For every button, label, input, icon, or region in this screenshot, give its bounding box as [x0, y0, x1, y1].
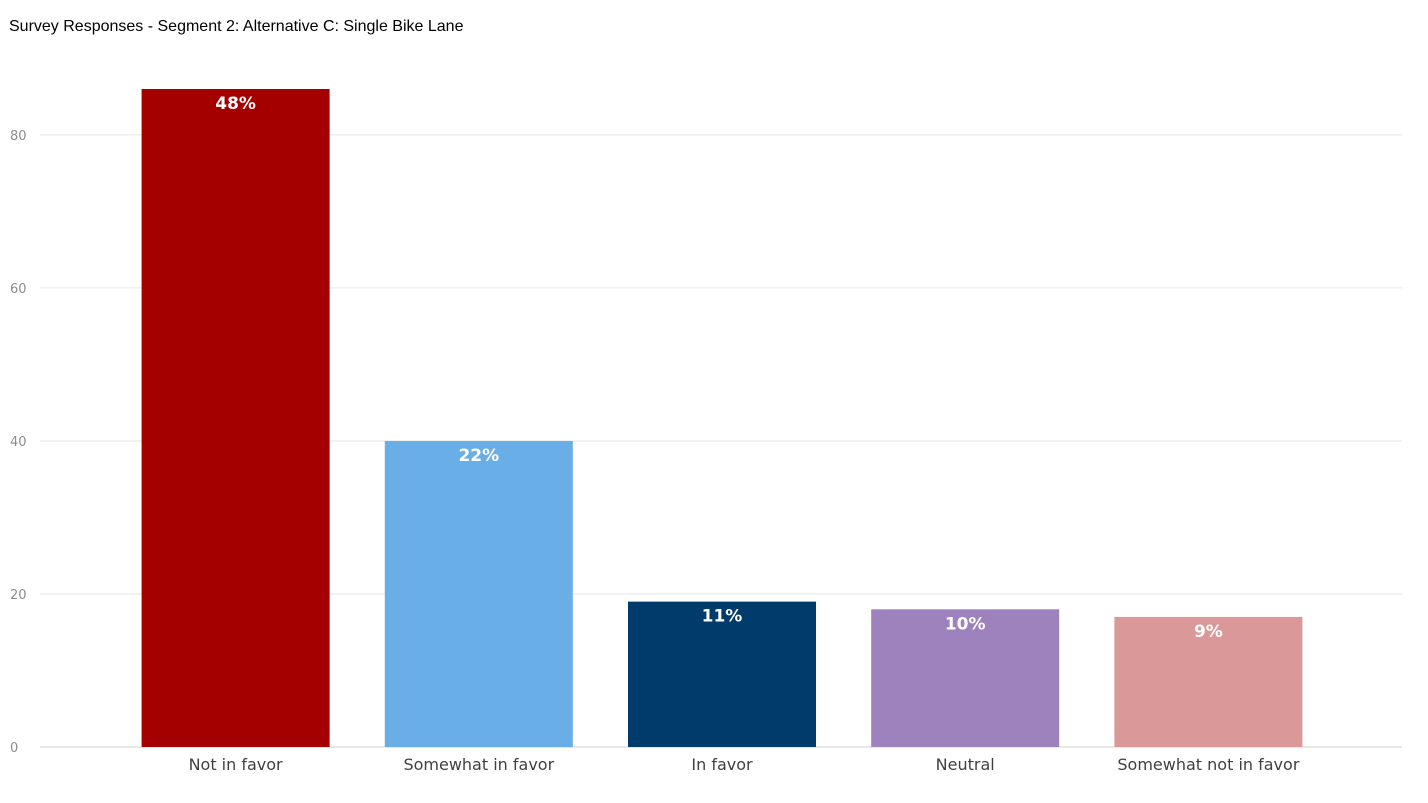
category-label: Not in favor — [189, 755, 283, 774]
y-tick-label: 0 — [10, 741, 18, 756]
bar — [628, 601, 816, 747]
data-labels: 48% 22% 11% 10% 9% — [215, 94, 1223, 642]
category-label: Somewhat not in favor — [1117, 755, 1299, 774]
bar-data-label: 22% — [458, 446, 499, 466]
y-tick-label: 60 — [10, 282, 27, 297]
bar-data-label: 48% — [215, 94, 256, 114]
bar-data-label: 9% — [1194, 622, 1223, 642]
bar — [1114, 616, 1303, 747]
bar-data-label: 10% — [945, 614, 986, 634]
category-label: Neutral — [936, 755, 995, 774]
y-axis-ticks: 0 20 40 60 80 — [10, 129, 27, 756]
bar-data-label: 11% — [702, 607, 743, 627]
category-label: Somewhat in favor — [403, 755, 554, 774]
x-axis-categories: Not in favor Somewhat in favor In favor Neu… — [189, 755, 1300, 774]
bar — [141, 89, 330, 747]
bar — [384, 440, 573, 747]
category-label: In favor — [691, 755, 753, 774]
y-tick-label: 80 — [10, 129, 27, 144]
chart-title: Survey Responses - Segment 2: Alternativ… — [9, 18, 464, 35]
y-tick-label: 40 — [10, 435, 27, 450]
bar — [871, 609, 1060, 747]
y-tick-label: 20 — [10, 588, 27, 603]
bars — [141, 89, 1303, 747]
